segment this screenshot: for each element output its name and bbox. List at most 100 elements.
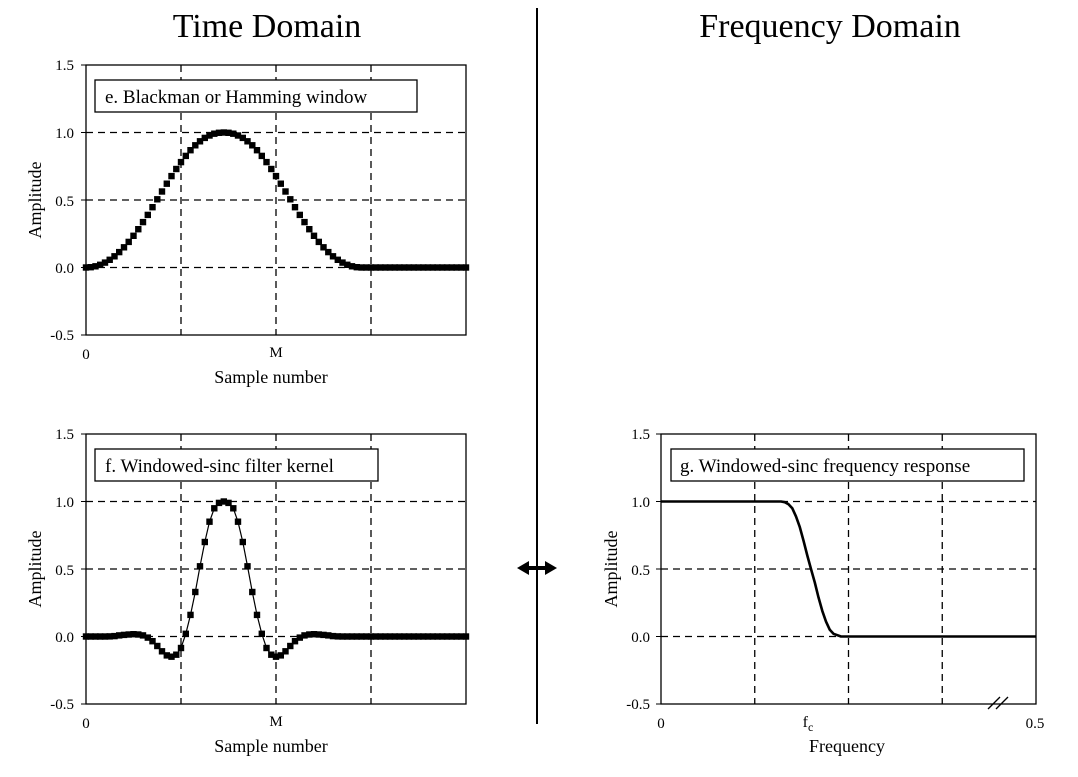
chart-f-sample-point bbox=[329, 632, 337, 640]
chart-e-sample-point bbox=[315, 238, 322, 246]
chart-f-sample-point bbox=[87, 633, 94, 640]
chart-f-sample-point bbox=[201, 538, 208, 546]
chart-e-sample-point bbox=[367, 264, 375, 271]
chart-f-sample-point bbox=[429, 633, 436, 640]
chart-e-sample-point bbox=[301, 218, 308, 226]
chart-f-sample-point bbox=[144, 634, 151, 641]
chart-e-sample-point bbox=[225, 129, 232, 136]
chart-f-sample-point bbox=[462, 633, 470, 640]
chart-e-sample-point bbox=[206, 132, 213, 139]
chart-e-sample-point bbox=[258, 152, 265, 160]
chart-e-sample-point bbox=[111, 253, 118, 260]
chart-g-frequency-response: g. Windowed-sinc frequency response 1.5 … bbox=[601, 427, 1044, 756]
chart-f-sample-point bbox=[353, 633, 360, 640]
chart-e-sample-point bbox=[334, 256, 341, 263]
chart-g-ylabel: Amplitude bbox=[601, 530, 621, 607]
chart-e-sample-point bbox=[135, 226, 142, 233]
chart-f-sample-point bbox=[196, 563, 204, 570]
chart-f-ylabel: Amplitude bbox=[25, 530, 45, 607]
chart-f-sample-point bbox=[453, 633, 460, 640]
chart-f-ytick: 0.0 bbox=[55, 630, 74, 646]
chart-e-sample-point bbox=[429, 264, 436, 271]
chart-e-sample-point bbox=[173, 165, 180, 173]
chart-e-annotation: e. Blackman or Hamming window bbox=[94, 79, 418, 113]
chart-e-sample-point bbox=[201, 134, 208, 142]
chart-f-sample-point bbox=[291, 638, 299, 645]
chart-e-sample-point bbox=[348, 263, 356, 270]
chart-e-sample-point bbox=[363, 264, 370, 271]
chart-g-ytick: -0.5 bbox=[626, 697, 650, 713]
chart-f-sample-point bbox=[135, 631, 142, 638]
chart-f-sample-point bbox=[182, 630, 189, 637]
chart-e-sample-point bbox=[116, 248, 123, 256]
chart-f-sample-point bbox=[367, 633, 375, 640]
chart-f-sample-point bbox=[272, 653, 280, 660]
chart-f-sample-point bbox=[334, 633, 341, 640]
chart-f-sample-point bbox=[301, 632, 308, 639]
chart-e-sample-point bbox=[211, 130, 218, 137]
chart-f-sample-point bbox=[125, 631, 132, 638]
chart-e-sample-point bbox=[101, 259, 109, 266]
chart-f-sample-point bbox=[382, 633, 389, 640]
chart-e-sample-point bbox=[144, 211, 151, 219]
chart-e-sample-point bbox=[263, 158, 270, 166]
chart-f-sample-point bbox=[168, 653, 175, 660]
chart-e-sample-point bbox=[382, 264, 389, 271]
chart-e-sample-point bbox=[268, 165, 275, 173]
chart-f-ytick: 1.5 bbox=[55, 427, 74, 443]
chart-f-sample-point bbox=[163, 652, 170, 659]
chart-e-sample-point bbox=[215, 129, 223, 136]
chart-e-sample-point bbox=[139, 218, 147, 226]
chart-e-sample-point bbox=[168, 172, 175, 180]
chart-f-sample-point bbox=[249, 588, 256, 596]
chart-f-sample-point bbox=[439, 633, 446, 640]
time-domain-heading: Time Domain bbox=[173, 8, 362, 45]
chart-f-sample-point bbox=[405, 633, 413, 640]
chart-f-sample-point bbox=[244, 563, 251, 570]
chart-e-xlabel: Sample number bbox=[214, 367, 327, 387]
chart-e-sample-point bbox=[410, 264, 417, 271]
chart-e-sample-point bbox=[358, 264, 365, 271]
chart-e-sample-point bbox=[372, 264, 379, 271]
chart-f-sample-point bbox=[377, 633, 384, 640]
double-arrow-icon bbox=[517, 561, 557, 575]
chart-f-sample-point bbox=[234, 518, 242, 525]
chart-f-sample-point bbox=[410, 633, 417, 640]
chart-f-sample-point bbox=[443, 633, 451, 640]
chart-f-sample-point bbox=[386, 633, 394, 640]
chart-e-sample-point bbox=[182, 152, 189, 160]
chart-f-sample-point bbox=[424, 633, 432, 640]
chart-e-sample-point bbox=[282, 188, 289, 195]
chart-e-blackman-window: e. Blackman or Hamming window 1.5 1.0 0.… bbox=[25, 58, 470, 387]
chart-g-plot-area bbox=[656, 433, 1037, 705]
chart-f-sample-point bbox=[263, 644, 270, 652]
chart-g-ytick: 0.0 bbox=[631, 630, 650, 646]
chart-f-sample-point bbox=[111, 632, 118, 640]
chart-f-sample-point bbox=[420, 633, 427, 640]
chart-f-sample-point bbox=[339, 633, 346, 640]
chart-e-sample-point bbox=[230, 130, 237, 137]
chart-e-sample-point bbox=[386, 264, 394, 271]
chart-e-sample-point bbox=[82, 264, 90, 271]
chart-e-plot-area bbox=[81, 64, 470, 336]
chart-f-sample-point bbox=[149, 638, 156, 645]
chart-e-sample-point bbox=[391, 264, 398, 271]
chart-f-sample-point bbox=[277, 652, 284, 659]
chart-e-sample-point bbox=[424, 264, 432, 271]
chart-g-response-line bbox=[661, 500, 1036, 638]
chart-f-sample-point bbox=[158, 648, 166, 655]
chart-g-xtick-fc: fc bbox=[803, 714, 814, 734]
chart-e-sample-point bbox=[443, 264, 451, 271]
chart-f-sample-point bbox=[258, 630, 265, 637]
chart-e-ytick: 1.5 bbox=[55, 58, 74, 74]
chart-e-sample-point bbox=[120, 244, 128, 251]
chart-e-sample-point bbox=[453, 264, 460, 271]
chart-f-sample-point bbox=[434, 633, 441, 640]
chart-g-ytick: 1.5 bbox=[631, 427, 650, 443]
chart-f-sample-point bbox=[206, 518, 213, 525]
chart-f-sample-point bbox=[154, 642, 161, 650]
chart-e-sample-point bbox=[163, 180, 170, 187]
chart-f-sample-point bbox=[372, 633, 379, 640]
chart-e-ylabel: Amplitude bbox=[25, 161, 45, 238]
chart-e-sample-point bbox=[177, 158, 185, 166]
